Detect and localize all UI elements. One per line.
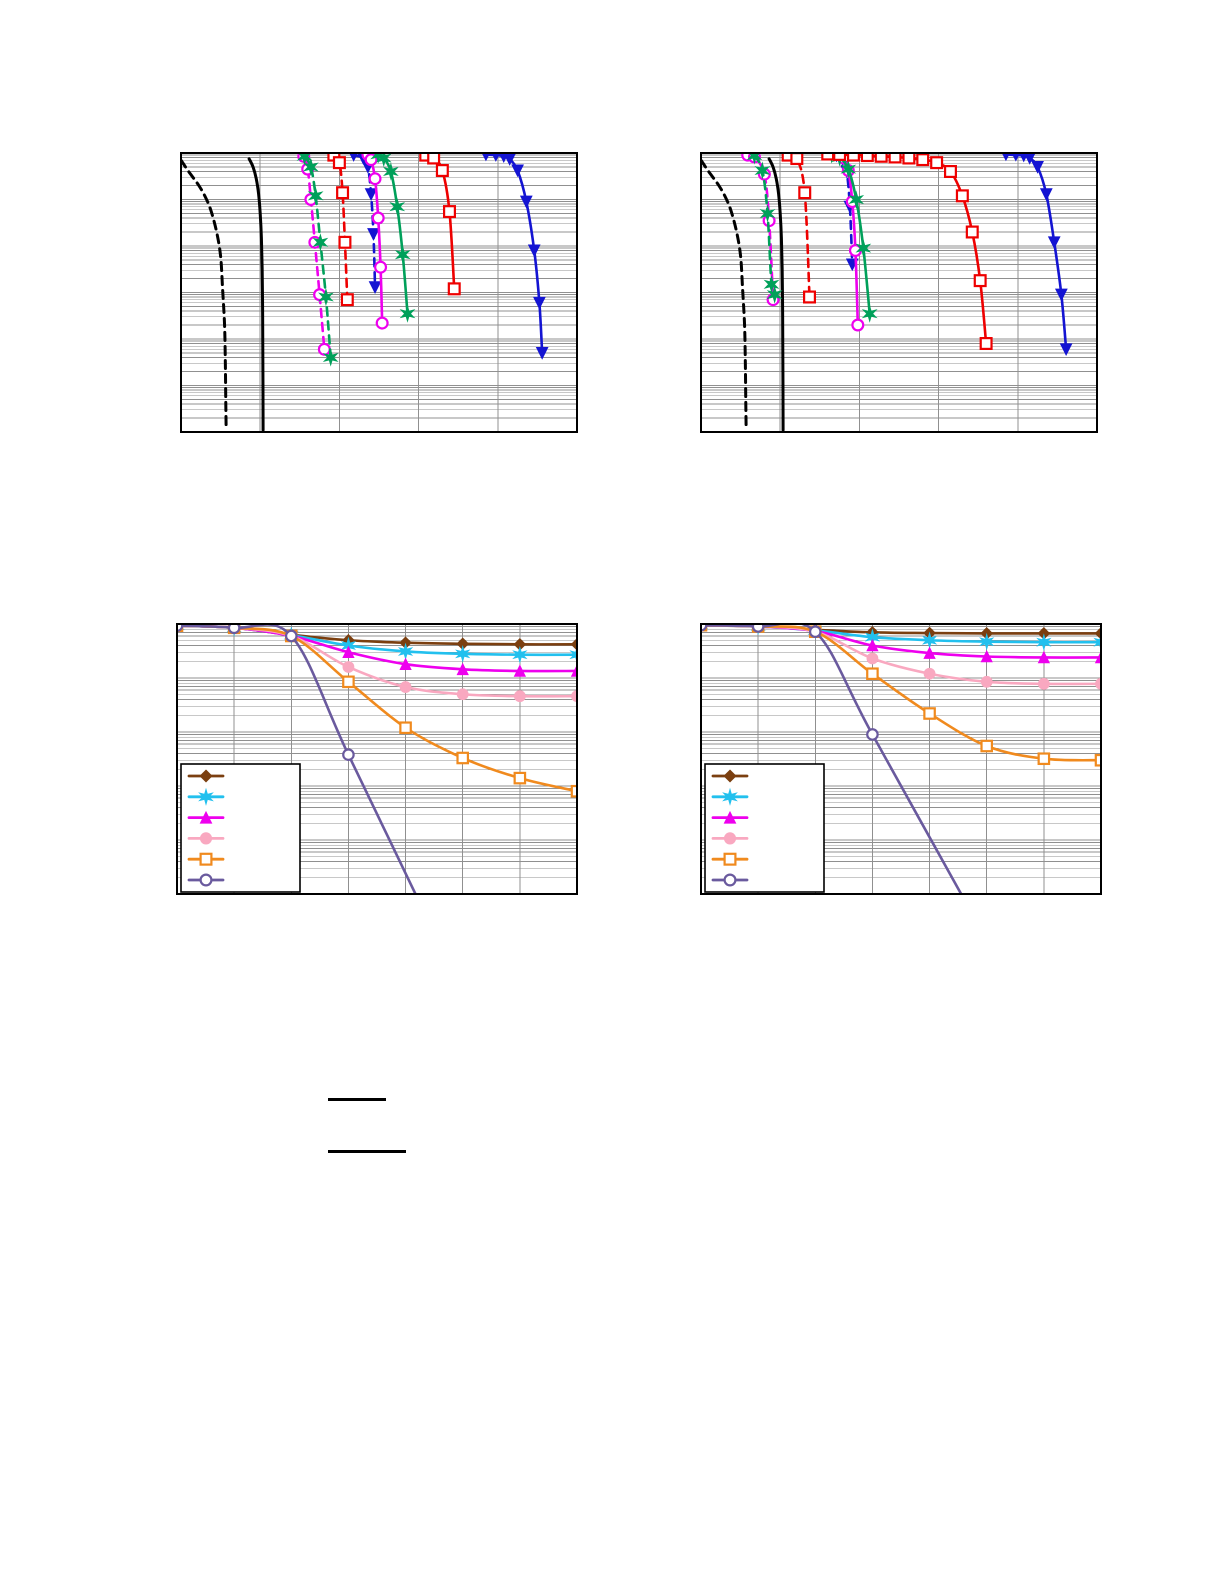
series-green-dashed-star — [746, 153, 783, 304]
data-series-group — [181, 153, 549, 432]
series-black-dashed — [181, 158, 228, 430]
series-green-dashed-star — [296, 153, 339, 367]
series-purple-circle-open — [701, 624, 963, 894]
series-purple-circle-open — [177, 624, 417, 894]
chart-top-left — [175, 147, 583, 438]
chart-legend[interactable] — [704, 763, 825, 893]
series-red-solid-square — [419, 153, 461, 296]
series-red-dashed-square — [327, 153, 354, 307]
plot-surface — [700, 623, 1102, 895]
axis-frame — [700, 152, 1098, 433]
chart-bottom-left — [171, 618, 583, 900]
series-black-solid — [247, 157, 265, 432]
axis-frame — [176, 623, 578, 895]
series-green-solid-star — [370, 153, 416, 323]
legend-entry-pink[interactable] — [711, 832, 749, 845]
data-series-group — [177, 624, 577, 894]
data-series-group — [701, 624, 1101, 894]
plot-surface — [176, 623, 578, 895]
gridlines-minor-y — [701, 623, 1101, 895]
series-red-solid-square — [821, 153, 993, 351]
legend-entry-purple[interactable] — [711, 873, 749, 887]
legend-entry-cyan[interactable] — [187, 787, 225, 806]
legend-entry-magenta[interactable] — [187, 810, 225, 824]
fraction-bar-lower — [328, 1150, 406, 1153]
chart-bottom-right — [695, 618, 1107, 900]
series-blue-solid-triangle — [1001, 153, 1073, 357]
series-blue-solid-triangle — [481, 153, 549, 360]
series-black-solid — [767, 157, 785, 432]
plot-surface — [180, 152, 578, 433]
legend-entry-pink[interactable] — [187, 832, 225, 845]
legend-entry-orange[interactable] — [711, 852, 749, 866]
chart-top-right — [695, 147, 1103, 438]
legend-entry-purple[interactable] — [187, 873, 225, 887]
legend-entry-brown[interactable] — [187, 769, 225, 783]
plot-surface — [700, 152, 1098, 433]
legend-entry-brown[interactable] — [711, 769, 749, 783]
axis-frame — [700, 623, 1102, 895]
fraction-bar-upper — [328, 1098, 386, 1101]
legend-entry-orange[interactable] — [187, 852, 225, 866]
data-series-group — [701, 153, 1073, 432]
series-red-dashed-square — [781, 153, 817, 304]
legend-entry-magenta[interactable] — [711, 810, 749, 824]
legend-entry-cyan[interactable] — [711, 787, 749, 806]
axis-frame — [180, 152, 578, 433]
chart-legend[interactable] — [180, 763, 301, 893]
series-black-dashed — [701, 158, 748, 430]
